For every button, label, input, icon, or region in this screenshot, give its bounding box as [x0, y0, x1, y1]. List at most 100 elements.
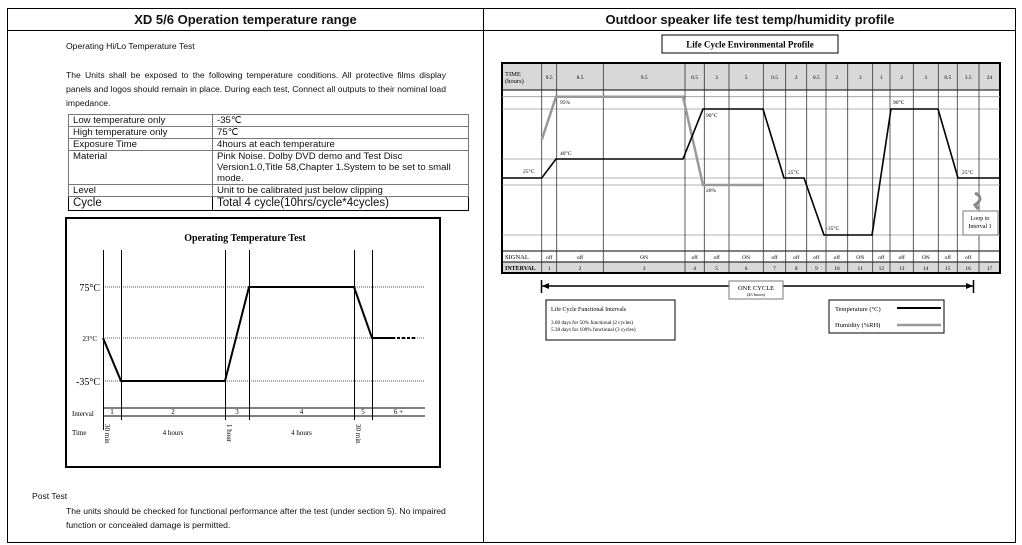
temperature-line — [502, 108, 1000, 236]
y-tick: 23°C — [83, 335, 98, 343]
time-hours: 3.5 — [965, 75, 972, 81]
interval-number: 10 — [834, 266, 840, 272]
signal-state: off — [878, 254, 884, 261]
spec-table: Low temperature only -35℃ High temperatur… — [68, 114, 469, 211]
time-hours: 1 — [880, 75, 883, 81]
level-annotation: 25°C — [962, 169, 974, 176]
signal-state: off — [898, 254, 904, 261]
interval-number: 7 — [773, 266, 776, 272]
left-header: XD 5/6 Operation temperature range — [134, 12, 357, 27]
time-hours: 8.5 — [577, 75, 584, 81]
post-test-text: The units should be checked for function… — [66, 506, 446, 530]
row-label: SIGNAL — [505, 254, 529, 261]
interval-number: 11 — [858, 266, 864, 272]
time-hours: 2 — [795, 75, 798, 81]
level-annotation: 95% — [560, 100, 571, 106]
signal-state: off — [691, 254, 697, 261]
level-annotation: 25°C — [523, 168, 535, 175]
time-label: 30 min — [103, 424, 111, 444]
interval-label: 5 — [361, 408, 365, 416]
interval-label: 3 — [235, 408, 239, 416]
test-name: Operating Hi/Lo Temperature Test — [66, 41, 195, 51]
signal-state: off — [945, 254, 951, 261]
signal-state: ON — [742, 255, 750, 261]
time-hours: 24 — [987, 75, 993, 81]
time-hours: 0.5 — [546, 75, 553, 81]
y-tick: -35°C — [76, 377, 100, 388]
signal-state: off — [813, 254, 819, 261]
signal-state: off — [965, 254, 971, 261]
interval-label: 6 + — [394, 408, 403, 416]
signal-state: off — [834, 254, 840, 261]
row-label: TIME (hours) — [505, 71, 524, 85]
humidity-line — [540, 95, 763, 187]
interval-number: 12 — [879, 266, 885, 272]
spec-key: Cycle — [68, 196, 213, 211]
time-hours: 5 — [745, 75, 748, 81]
level-annotation: -35°C — [826, 225, 840, 232]
interval-number: 13 — [899, 266, 905, 272]
legend-temperature: Temperature (°C) — [835, 306, 881, 313]
time-hours: 2 — [835, 75, 838, 81]
signal-state: off — [546, 254, 552, 261]
intro-text: The Units shall be exposed to the follow… — [66, 70, 446, 108]
right-header: Outdoor speaker life test temp/humidity … — [605, 12, 895, 27]
post-test-title: Post Test — [32, 491, 68, 501]
chart-title: Life Cycle Environmental Profile — [686, 40, 813, 50]
chart-title: Operating Temperature Test — [184, 233, 306, 244]
info-line: 5.38 days for 100% functional (3 cycles) — [551, 326, 636, 333]
time-hours: 3 — [715, 75, 718, 81]
y-tick: 75°C — [79, 283, 100, 294]
spec-value: Total 4 cycle(10hrs/cycle*4cycles) — [212, 196, 469, 211]
time-hours: 3 — [859, 75, 862, 81]
level-annotation: 90°C — [893, 99, 905, 106]
row-label: INTERVAL — [505, 266, 536, 272]
interval-label: 2 — [171, 408, 175, 416]
interval-number: 15 — [945, 266, 951, 272]
time-hours: 0.5 — [944, 75, 951, 81]
level-annotation: 25°C — [788, 169, 800, 176]
info-title: Life Cycle Functional Intervals — [551, 306, 627, 313]
interval-number: 2 — [579, 266, 582, 272]
loop-label: Loop to Interval 1 — [968, 216, 991, 230]
operating-temperature-chart: Operating Temperature Test 75°C 23°C -35… — [65, 217, 441, 468]
interval-number: 8 — [795, 266, 798, 272]
time-hours: 9.5 — [641, 75, 648, 81]
interval-label: 4 — [300, 408, 304, 416]
cycle-hours: (43 hours) — [747, 292, 766, 297]
interval-number: 4 — [693, 266, 696, 272]
time-label: 4 hours — [291, 429, 312, 437]
temperature-line — [102, 286, 392, 382]
signal-state: off — [713, 254, 719, 261]
signal-state: off — [771, 254, 777, 261]
interval-number: 3 — [643, 266, 646, 272]
signal-state: ON — [640, 255, 648, 261]
time-hours: 0.5 — [771, 75, 778, 81]
row-label: Time — [72, 429, 87, 437]
cycle-label: ONE CYCLE — [738, 285, 774, 292]
signal-state: off — [793, 254, 799, 261]
row-label: Interval — [72, 410, 94, 418]
interval-number: 9 — [815, 266, 818, 272]
signal-state: ON — [856, 255, 864, 261]
interval-number: 6 — [745, 266, 748, 272]
signal-state: ON — [922, 255, 930, 261]
level-annotation: 40°C — [560, 150, 572, 157]
interval-number: 5 — [715, 266, 718, 272]
time-label: 1 hour — [225, 424, 233, 443]
time-hours: 0.5 — [691, 75, 698, 81]
interval-number: 1 — [548, 266, 551, 272]
loop-arrow-icon — [972, 191, 982, 210]
legend-humidity: Humidity (%RH) — [835, 322, 880, 329]
time-hours: 2 — [900, 75, 903, 81]
time-hours: 0.5 — [813, 75, 820, 81]
level-annotation: 20% — [706, 188, 717, 194]
time-label: 30 min — [354, 424, 362, 444]
interval-number: 17 — [987, 266, 993, 272]
time-hours: 3 — [924, 75, 927, 81]
interval-number: 16 — [965, 266, 971, 272]
time-label: 4 hours — [163, 429, 184, 437]
level-annotation: 90°C — [706, 112, 718, 119]
interval-label: 1 — [110, 408, 114, 416]
